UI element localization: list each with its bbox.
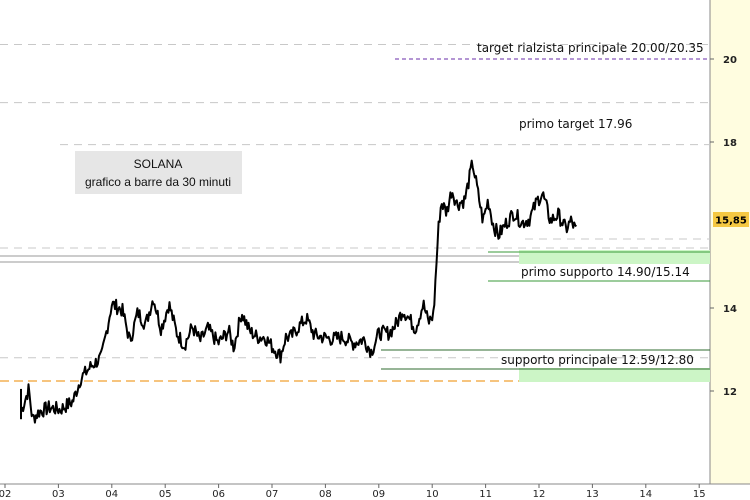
price-line [20, 159, 578, 424]
y-tick-label: 18 [723, 138, 737, 149]
y-axis-ticks: 12 14 18 20 [710, 55, 737, 398]
level-label-main-support: supporto principale 12.59/12.80 [501, 353, 694, 367]
x-tick-label: 11 [479, 489, 492, 500]
x-axis-ticks: 02 03 04 05 06 07 08 09 10 11 12 13 14 15 [0, 484, 706, 500]
x-tick-label: 03 [52, 489, 65, 500]
current-price-label: 15,85 [715, 216, 747, 227]
x-tick-label: 13 [586, 489, 599, 500]
level-label-main-target: target rialzista principale 20.00/20.35 [477, 41, 704, 55]
x-tick-label: 12 [533, 489, 546, 500]
x-tick-label: 09 [372, 489, 385, 500]
x-tick-label: 04 [105, 489, 118, 500]
level-label-first-support: primo supporto 14.90/15.14 [521, 265, 690, 279]
x-tick-label: 05 [159, 489, 172, 500]
reference-lines [0, 43, 710, 382]
support-bands [381, 250, 710, 382]
level-label-first-target: primo target 17.96 [519, 117, 632, 131]
y-tick-label: 20 [723, 55, 737, 66]
y-axis-panel [710, 0, 750, 484]
price-series [20, 159, 578, 424]
x-tick-label: 07 [266, 489, 279, 500]
current-price-box [713, 212, 749, 227]
x-tick-label: 08 [319, 489, 332, 500]
chart-subtitle: grafico a barre da 30 minuti [85, 175, 231, 189]
x-tick-label: 10 [426, 489, 439, 500]
chart-title: SOLANA [134, 157, 183, 171]
main-support-band [519, 368, 710, 382]
x-tick-label: 15 [693, 489, 706, 500]
x-tick-label: 02 [0, 489, 11, 500]
first-support-band [519, 250, 710, 264]
y-tick-label: 14 [723, 304, 737, 315]
title-box [75, 151, 242, 194]
x-tick-label: 14 [639, 489, 652, 500]
x-tick-label: 06 [212, 489, 225, 500]
y-tick-label: 12 [723, 387, 737, 398]
